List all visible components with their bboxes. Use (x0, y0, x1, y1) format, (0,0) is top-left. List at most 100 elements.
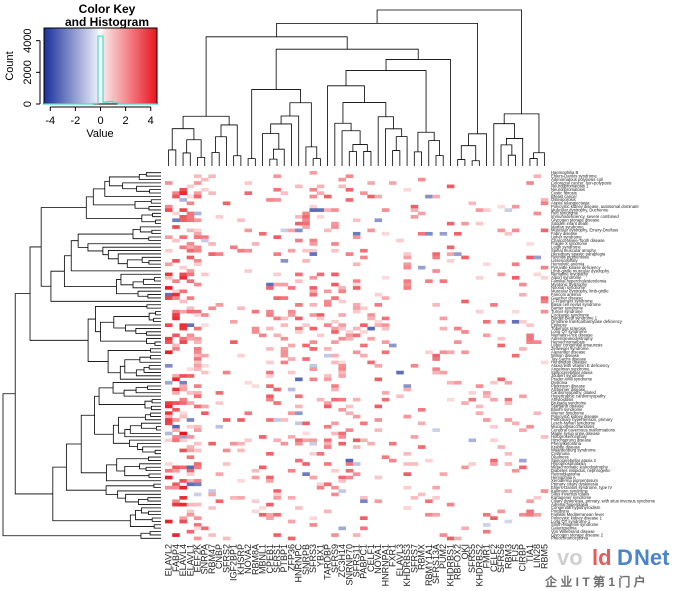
heatmap-cell (323, 438, 332, 443)
dendrogram-branch (151, 229, 161, 235)
heatmap-cell (475, 411, 484, 416)
heatmap-cell (540, 360, 549, 365)
dendrogram-branch (146, 304, 161, 309)
heatmap-cell (410, 435, 419, 439)
heatmap-cell (179, 519, 187, 524)
dendrogram-branch (135, 509, 153, 521)
dendrogram-branch (150, 405, 161, 411)
heatmap-cell (165, 248, 173, 253)
heatmap-cell (179, 265, 187, 270)
row-label: Metachromatic leukodystrophy (551, 465, 609, 470)
heatmap-cell (309, 303, 318, 307)
dendrogram-branch (156, 426, 161, 431)
heatmap-cell (475, 404, 484, 409)
heatmap-cell (345, 468, 354, 473)
heatmap-cell (280, 296, 289, 300)
heatmap-cell (381, 231, 390, 236)
heatmap-cell (345, 404, 354, 409)
heatmap-cell (323, 404, 332, 409)
heatmap-cell (425, 499, 433, 504)
heatmap-cell (172, 211, 180, 216)
heatmap-cell (468, 438, 477, 443)
heatmap-cell (432, 252, 440, 256)
heatmap-cell (193, 492, 202, 497)
heatmap-cell (266, 394, 274, 399)
heatmap-cell (316, 397, 325, 402)
heatmap-cell (504, 462, 513, 466)
row-label: Haemophilia B (551, 170, 578, 175)
heatmap-cell (222, 448, 231, 453)
heatmap-cell (302, 438, 310, 443)
heatmap-cell (295, 330, 303, 334)
heatmap-cell (230, 340, 238, 344)
dendrogram-branch (117, 490, 161, 499)
heatmap-cell (490, 424, 498, 429)
heatmap-cell (266, 313, 274, 317)
heatmap-cell (172, 289, 180, 294)
heatmap-cell (186, 184, 195, 189)
heatmap-cell (309, 441, 318, 446)
dendrogram-branch (135, 328, 161, 334)
dendrogram-branch (153, 483, 161, 488)
row-dendrogram (2, 172, 161, 539)
heatmap-cell (193, 502, 202, 507)
heatmap-cell (179, 275, 187, 280)
heatmap-cell (230, 441, 238, 446)
row-label: Leber congenital amaurosis (551, 343, 602, 348)
dendrogram-branch (143, 278, 161, 285)
dendrogram-branch (147, 385, 161, 390)
heatmap-cell (172, 502, 180, 507)
heatmap-cell (287, 387, 296, 392)
heatmap-cell (374, 319, 383, 324)
row-label: Alexander disease (551, 350, 586, 355)
row-label: Limb-girdle muscular dystrophy (551, 268, 610, 273)
heatmap-cell (540, 228, 549, 233)
heatmap-cell (172, 218, 180, 223)
heatmap-cell (482, 208, 491, 212)
row-label: Li-Fraumeni syndrome (551, 299, 594, 304)
dendrogram-branch (2, 393, 141, 537)
row-label: Kallmann syndrome (551, 488, 589, 493)
heatmap-cell (273, 333, 281, 338)
heatmap-cell (172, 499, 180, 504)
row-label: Ataxia with vitamin E deficiency (551, 363, 610, 368)
heatmap-cell (165, 418, 173, 422)
color-key-x-tick-label: 2 (123, 115, 129, 127)
heatmap-cell (266, 479, 274, 483)
heatmap-cell (352, 286, 361, 290)
dendrogram-branch (124, 429, 161, 438)
heatmap-cell (165, 336, 173, 341)
watermark-brand-right: D (617, 545, 633, 570)
dendrogram-branch (149, 189, 161, 194)
heatmap-cell (432, 512, 440, 517)
heatmap-cell (165, 272, 173, 277)
dendrogram-branch (129, 514, 155, 527)
row-label: Hemolytic anemia (551, 262, 585, 267)
heatmap-cell (533, 411, 542, 416)
heatmap-cell (266, 418, 274, 422)
heatmap-cell (179, 187, 187, 192)
watermark-brand-net: Net (634, 545, 670, 570)
heatmap-cell (295, 215, 303, 219)
column-label: ELAVL3 (395, 544, 405, 576)
heatmap-cell (403, 252, 411, 256)
heatmap-cell (165, 404, 173, 409)
heatmap-cell (287, 309, 296, 314)
column-label: HNRNPC (294, 544, 304, 583)
dendrogram-branch (102, 246, 161, 256)
heatmap-cell (302, 357, 310, 361)
heatmap-cell (345, 458, 354, 463)
heatmap-cell (230, 495, 238, 500)
heatmap-cell (266, 374, 274, 378)
column-label: FABP4 (171, 544, 181, 572)
heatmap-cell (201, 370, 209, 375)
heatmap-cell (352, 279, 361, 284)
dendrogram-branch (134, 201, 152, 209)
heatmap-cell (338, 299, 346, 304)
heatmap-cell (338, 441, 346, 446)
heatmap-cell (193, 228, 202, 233)
column-label: ELAVL1 (185, 544, 195, 576)
heatmap-cell (309, 438, 318, 443)
row-label: Waardenburg syndrome (551, 448, 596, 453)
heatmap-cell (287, 519, 296, 524)
